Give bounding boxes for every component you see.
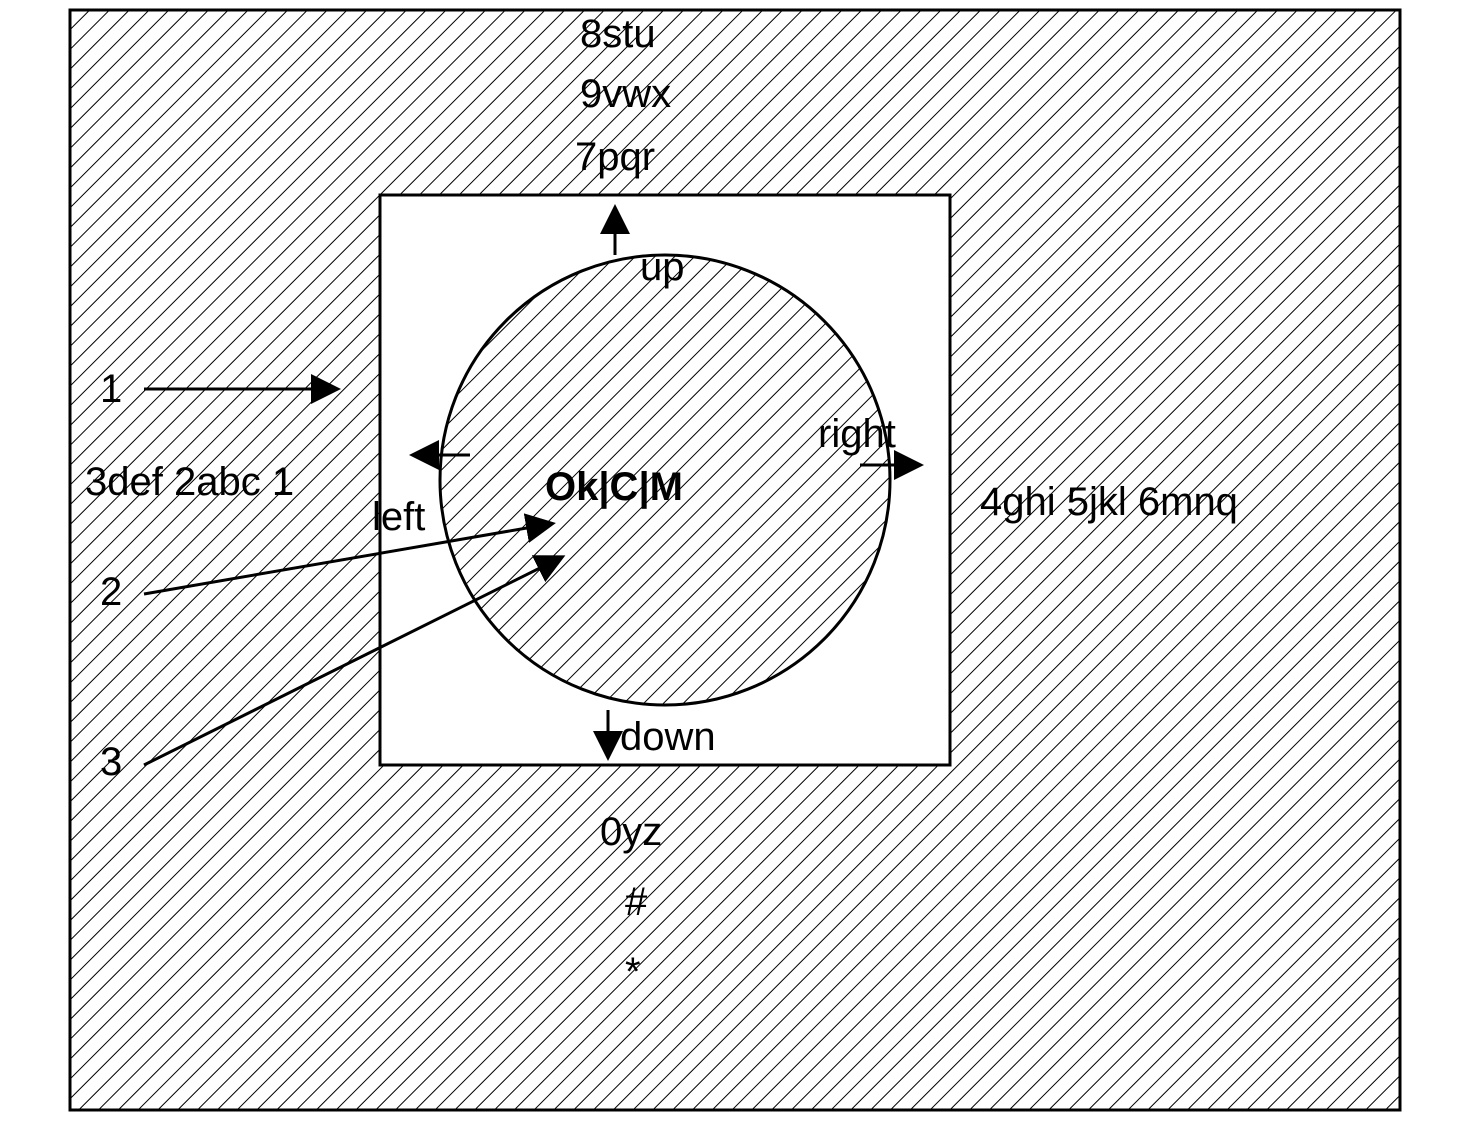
label-bottom-inner: 0yz bbox=[600, 810, 662, 855]
diagram-canvas: 8stu 9vwx 7pqr 4ghi 5jkl 6mnq 3def 2abc … bbox=[0, 0, 1473, 1121]
label-top-outer-2: 9vwx bbox=[580, 72, 671, 117]
label-center: Ok|C|M bbox=[545, 465, 683, 510]
callout-1-num: 1 bbox=[100, 367, 122, 412]
diagram-svg bbox=[0, 0, 1473, 1121]
label-bottom-outer-2: * bbox=[625, 950, 641, 995]
label-bottom-outer-1: # bbox=[625, 880, 647, 925]
label-top-inner: 7pqr bbox=[575, 135, 655, 180]
callout-3-num: 3 bbox=[100, 740, 122, 785]
label-left-group: 3def 2abc 1 bbox=[85, 460, 294, 505]
callout-2-num: 2 bbox=[100, 570, 122, 615]
label-right-group: 4ghi 5jkl 6mnq bbox=[980, 480, 1238, 525]
label-left: left bbox=[372, 495, 425, 540]
label-right: right bbox=[818, 412, 896, 457]
label-up: up bbox=[640, 245, 685, 290]
label-down: down bbox=[620, 715, 716, 760]
label-top-outer-1: 8stu bbox=[580, 12, 656, 57]
